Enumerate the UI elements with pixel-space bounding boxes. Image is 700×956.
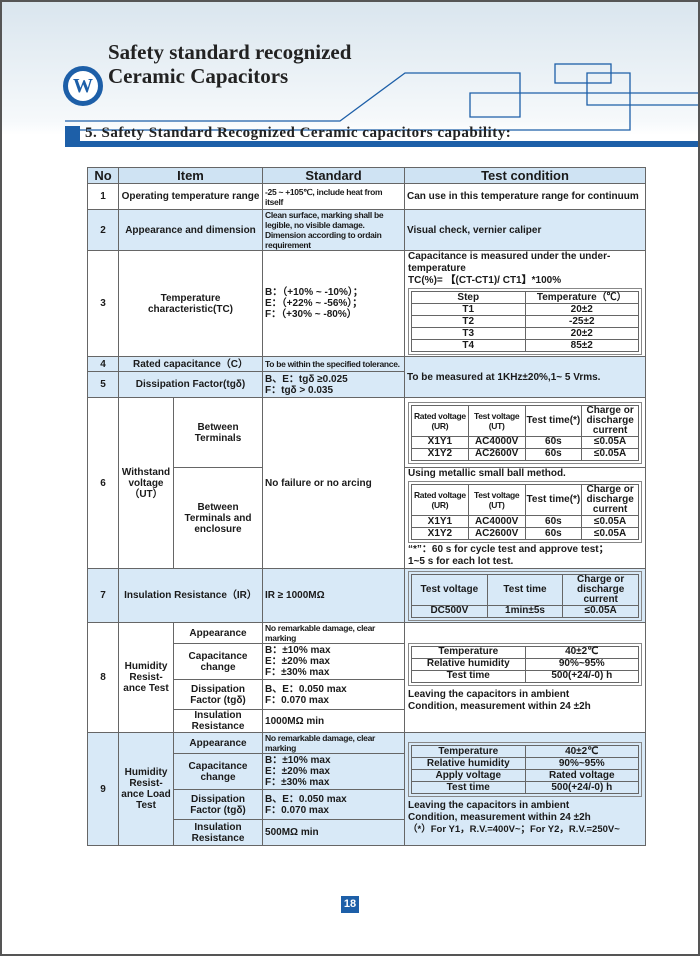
header-background [0,0,700,135]
section-bullet-icon [65,125,80,142]
page-number: 18 [341,896,359,913]
humidity-conditions-table: Temperature 40±2℃ Relative humidity 90%~95… [411,645,640,683]
withstand-table-terminals: Rated voltage (UR) Test voltage (UT) Test … [411,404,640,461]
table-header-row: No Item Standard Test condition [87,167,647,184]
table-row: 8 Humidity Resist-ance Test Appearance No … [87,622,647,733]
company-logo: W [63,66,103,106]
table-row: 2 Appearance and dimension Clean surface, … [87,209,647,251]
withstand-table-enclosure: Rated voltage (UR) Test voltage (UT) Test … [411,484,640,540]
table-row: 6 Withstand voltage（UT） Between Terminals… [87,397,647,569]
table-row: 3 Temperature characteristic(TC) B：（+10% … [87,250,647,357]
table-row: 4 Rated capacitance（C） To be within the sp… [87,356,647,398]
header-rule [65,141,700,147]
insulation-test-table: Test voltage Test time Charge or discharge… [411,573,640,618]
header-decoration [65,63,700,131]
table-row: 7 Insulation Resistance（IR） IR ≥ 1000MΩ Te… [87,568,647,623]
load-conditions-table: Temperature 40±2℃ Relative humidity 90%~95… [411,745,640,794]
table-row: 9 Humidity Resist-ance Load Test Appearan… [87,732,647,846]
page-header-title: Safety standard recognized Ceramic Capaci… [108,40,352,88]
temperature-steps-table: Step Temperature（℃） T1 20±2 T2 -25±2 T3 20±2… [411,291,640,352]
section-heading: 5. Safety Standard Recognized Ceramic ca… [65,125,511,142]
capability-table: No Item Standard Test condition 1 Operating … [87,167,647,846]
